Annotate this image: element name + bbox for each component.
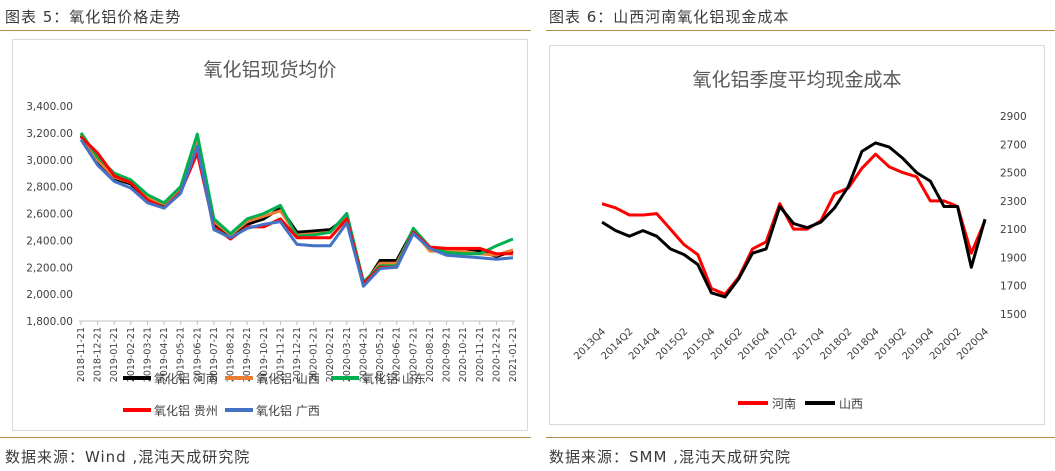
y-tick-label: 2,800.00 bbox=[26, 182, 73, 194]
y-tick-label: 1,800.00 bbox=[26, 316, 73, 328]
x-tick-label: 2020-04-21 bbox=[358, 327, 369, 382]
chart-title: 氧化铝季度平均现金成本 bbox=[692, 69, 901, 91]
y-tick-label: 1500 bbox=[1000, 309, 1027, 321]
x-tick-label: 2018-12-21 bbox=[93, 327, 104, 382]
caption-rule-left bbox=[0, 30, 531, 31]
price-chart-frame: 氧化铝现货均价 1,800.00 2,000.00 2,200.00 2,400.00 2… bbox=[12, 39, 528, 431]
chart-title: 氧化铝现货均价 bbox=[203, 59, 336, 81]
legend-label: 山西 bbox=[839, 397, 863, 411]
x-tick-label: 2020-10-21 bbox=[458, 327, 469, 382]
x-tick-label: 2019-07-21 bbox=[209, 327, 220, 382]
legend-label: 河南 bbox=[772, 396, 796, 411]
legend-label: 氧化铝 广西 bbox=[256, 403, 320, 418]
x-tick-label: 2019-01-21 bbox=[109, 327, 120, 382]
cost-chart-frame: 氧化铝季度平均现金成本 1500 1700 1900 2100 2300 2500 2700 2… bbox=[549, 45, 1045, 425]
y-tick-label: 2500 bbox=[1000, 168, 1027, 180]
x-tick-label: 2020-02-21 bbox=[325, 327, 336, 382]
x-tick-label: 2019-05-21 bbox=[176, 327, 187, 382]
x-tick-label: 2019-11-21 bbox=[275, 327, 286, 382]
figure5-source: 数据来源：Wind ,混沌天成研究院 bbox=[5, 448, 251, 466]
caption-rule-right bbox=[546, 30, 1055, 31]
series-line bbox=[79, 132, 514, 284]
series-line bbox=[79, 135, 513, 285]
series-line bbox=[601, 141, 987, 299]
x-tick-label: 2019-02-21 bbox=[126, 327, 137, 382]
source-rule-left bbox=[0, 437, 531, 438]
y-tick-label: 2300 bbox=[1000, 196, 1027, 208]
x-tick-label: 2019-06-21 bbox=[192, 327, 203, 382]
y-tick-label: 2700 bbox=[1000, 139, 1027, 151]
x-tick-label: 2019-10-21 bbox=[259, 327, 270, 382]
x-tick-label: 2021-01-21 bbox=[508, 327, 519, 382]
legend-label: 氧化铝 贵州 bbox=[154, 403, 218, 418]
source-rule-right bbox=[546, 437, 1055, 438]
y-tick-label: 2,400.00 bbox=[26, 235, 73, 247]
x-tick-label: 2019-03-21 bbox=[142, 327, 153, 382]
x-tick-label: 2020-01-21 bbox=[309, 327, 320, 382]
cost-chart: 氧化铝季度平均现金成本 1500 1700 1900 2100 2300 2500 2700 2… bbox=[572, 69, 1027, 411]
y-tick-label: 2,200.00 bbox=[26, 262, 73, 274]
y-tick-label: 2,600.00 bbox=[26, 209, 73, 221]
y-tick-label: 3,400.00 bbox=[26, 101, 73, 113]
series-line bbox=[79, 138, 514, 288]
legend-label: 氧化铝 山西 bbox=[256, 371, 320, 386]
x-tick-label: 2018-11-21 bbox=[76, 327, 87, 382]
x-tick-label: 2020-07-21 bbox=[408, 327, 419, 382]
series-line bbox=[601, 152, 987, 296]
x-tick-label: 2019-04-21 bbox=[159, 327, 170, 382]
price-chart: 氧化铝现货均价 1,800.00 2,000.00 2,200.00 2,400.00 2… bbox=[26, 59, 519, 418]
x-tick-label: 2019-09-21 bbox=[242, 327, 253, 382]
x-tick-label: 2020-06-21 bbox=[392, 327, 403, 382]
x-tick-label: 2019-08-21 bbox=[226, 327, 237, 382]
y-tick-label: 2100 bbox=[1000, 224, 1027, 236]
legend-label: 氧化铝 河南 bbox=[154, 371, 218, 386]
y-tick-label: 2,000.00 bbox=[26, 289, 73, 301]
y-tick-label: 1700 bbox=[1000, 281, 1027, 293]
legend-label: 氧化铝 山东 bbox=[362, 371, 426, 386]
x-tick-label: 2019-12-21 bbox=[292, 327, 303, 382]
x-tick-label: 2020-05-21 bbox=[375, 327, 386, 382]
y-tick-label: 1900 bbox=[1000, 252, 1027, 264]
x-tick-label: 2020-09-21 bbox=[442, 327, 453, 382]
series-line bbox=[79, 133, 514, 287]
x-tick-label: 2020-08-21 bbox=[425, 327, 436, 382]
x-tick-label: 2020-03-21 bbox=[342, 327, 353, 382]
figure6-caption: 图表 6：山西河南氧化铝现金成本 bbox=[549, 8, 790, 26]
y-tick-label: 3,200.00 bbox=[26, 128, 73, 140]
series-line bbox=[79, 134, 514, 288]
figure6-source: 数据来源：SMM ,混沌天成研究院 bbox=[549, 448, 791, 466]
y-tick-label: 2900 bbox=[1000, 111, 1027, 123]
y-tick-label: 3,000.00 bbox=[26, 155, 73, 167]
x-tick-label: 2020-11-21 bbox=[475, 327, 486, 382]
figure5-caption: 图表 5：氧化铝价格走势 bbox=[5, 8, 182, 26]
x-tick-label: 2020-12-21 bbox=[491, 327, 502, 382]
